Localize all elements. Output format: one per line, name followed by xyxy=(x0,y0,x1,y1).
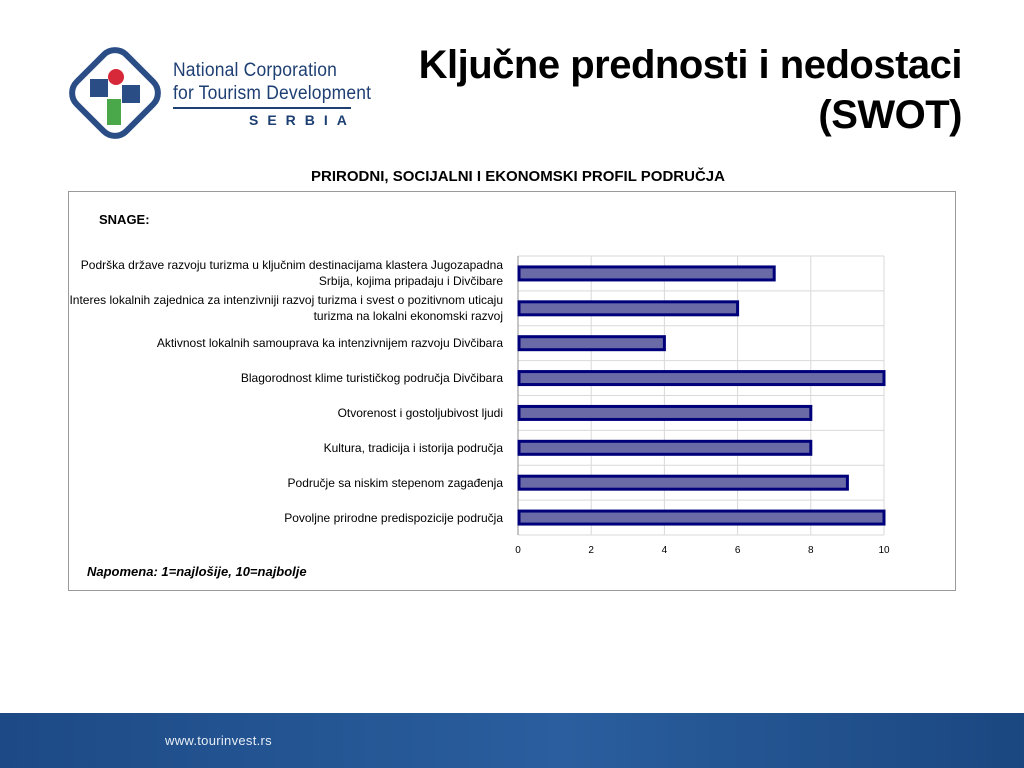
bar-2 xyxy=(517,335,666,352)
logo-line-3: SERBIA xyxy=(249,112,356,128)
slide-title-line-1: Ključne prednosti i nedostaci xyxy=(418,43,963,87)
bar-7 xyxy=(517,509,886,526)
category-label-1: Interes lokalnih zajednica za intenzivni… xyxy=(69,293,503,324)
x-tick-label-4: 8 xyxy=(808,545,814,556)
slide-title: Ključne prednosti i nedostaci (SWOT) xyxy=(418,40,963,140)
chart-title: PRIRODNI, SOCIJALNI I EKONOMSKI PROFIL P… xyxy=(311,168,725,185)
logo-line-1: National Corporation xyxy=(173,60,338,81)
x-tick-label-5: 10 xyxy=(878,545,890,556)
logo: National Corporation for Tourism Develop… xyxy=(60,45,371,140)
footer-band xyxy=(0,713,1024,768)
bar-6 xyxy=(517,474,849,491)
chart-note: Napomena: 1=najlošije, 10=najbolje xyxy=(87,564,307,579)
bar-4 xyxy=(517,404,813,421)
x-tick-label-1: 2 xyxy=(588,545,594,556)
logo-divider xyxy=(173,107,351,109)
bar-3 xyxy=(517,370,886,387)
x-tick-label-2: 4 xyxy=(661,545,668,556)
logo-emblem-icon xyxy=(69,47,161,139)
x-tick-label-3: 6 xyxy=(734,545,741,556)
slide-title-line-2: (SWOT) xyxy=(818,93,962,137)
footer-url: www.tourinvest.rs xyxy=(165,733,272,748)
category-label-5: Kultura, tradicija i istorija područja xyxy=(323,440,503,455)
category-label-3: Blagorodnost klime turističkog područja … xyxy=(240,371,503,386)
x-tick-label-0: 0 xyxy=(515,545,521,556)
bar-5 xyxy=(517,439,813,456)
category-label-4: Otvorenost i gostoljubivost ljudi xyxy=(337,405,503,420)
category-label-0: Podrška države razvoju turizma u ključni… xyxy=(80,258,503,289)
chart-container: SNAGE: Napomena: 1=najlošije, 10=najbolj… xyxy=(68,191,956,591)
bar-1 xyxy=(517,300,740,317)
logo-line-2: for Tourism Development xyxy=(173,83,372,104)
category-label-6: Područje sa niskim stepenom zagađenja xyxy=(287,475,503,490)
bar-0 xyxy=(517,265,776,282)
bar-chart-plot xyxy=(517,255,886,536)
category-label-2: Aktivnost lokalnih samouprava ka intenzi… xyxy=(156,336,503,351)
chart-subtitle: SNAGE: xyxy=(99,212,150,227)
category-label-7: Povoljne prirodne predispozicije područj… xyxy=(284,510,503,525)
